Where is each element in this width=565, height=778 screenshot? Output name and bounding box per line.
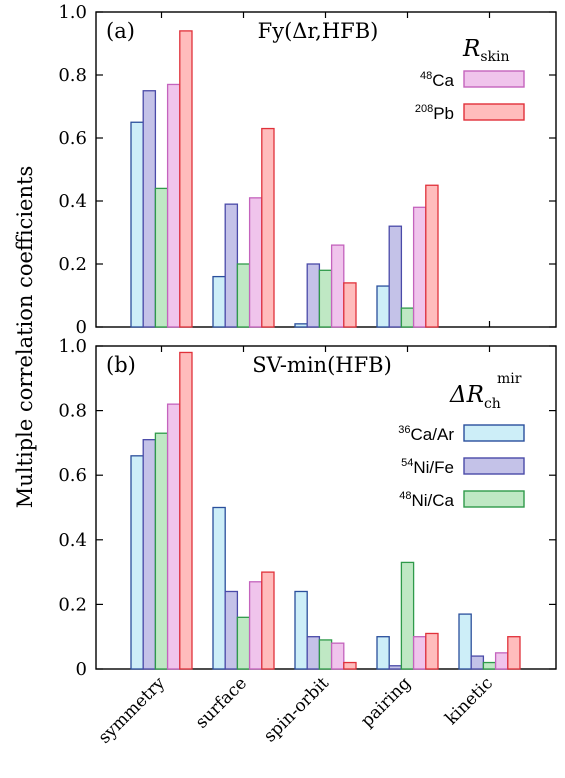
bar — [224, 590, 239, 670]
legend-label-mass: 54 — [401, 457, 413, 469]
legend-label-name: Ca/Ar — [411, 425, 455, 444]
bar — [248, 581, 263, 670]
bar — [212, 275, 226, 328]
legend-title-superscript: mir — [497, 371, 522, 387]
legend-label-name: Ni/Ca — [411, 491, 454, 510]
legend-label-name: Pb — [433, 104, 454, 123]
bar — [376, 636, 390, 670]
bar — [343, 661, 357, 670]
bar — [330, 244, 345, 328]
legend-label-mass: 36 — [398, 424, 410, 436]
y-tick-label: 0.6 — [58, 128, 87, 149]
bar — [179, 30, 193, 328]
y-tick-label: 0.6 — [58, 465, 87, 486]
panel-title: SV-min(HFB) — [252, 353, 392, 377]
bar — [142, 439, 157, 670]
bar — [482, 661, 497, 670]
legend-label-name: Ca — [432, 71, 454, 90]
legend-label: 48Ca — [420, 70, 455, 90]
legend-title: ΔRch — [449, 382, 501, 412]
bar — [130, 121, 144, 328]
panel-b: 00.20.40.60.81.0(b) SV-min(HFB)ΔRchmir36C… — [58, 336, 557, 680]
bar — [212, 506, 226, 670]
bar — [154, 187, 169, 328]
panel-letter: (a) — [106, 19, 135, 43]
legend-swatch — [463, 490, 525, 508]
panel-a: 0 0.2 0.4 0.6 0.8 1.0 (a) Fy(Δr,HFB) Rskin 48Ca 20… — [58, 2, 557, 338]
bar — [294, 590, 308, 670]
bar — [507, 636, 521, 670]
bar — [412, 636, 427, 670]
legend-label-mass: 208 — [415, 103, 433, 115]
bar — [294, 323, 308, 328]
bar — [130, 455, 144, 670]
bar — [400, 307, 415, 328]
legend-label: 208Pb — [415, 103, 454, 123]
legend-swatch — [463, 103, 525, 121]
y-tick-label: 0.4 — [58, 191, 87, 212]
y-tick-label: 1.0 — [58, 2, 87, 23]
bar — [236, 616, 251, 670]
bar — [306, 636, 321, 670]
legend-title-symbol: ΔR — [449, 382, 484, 408]
y-tick-label: 0.8 — [58, 401, 87, 422]
y-tick-label: 0 — [76, 317, 87, 338]
bar — [330, 642, 345, 670]
legend-title-symbol: R — [462, 36, 480, 62]
bar — [179, 351, 193, 670]
y-tick-label: 1.0 — [58, 336, 87, 357]
legend-label-name: Ni/Fe — [413, 458, 454, 477]
category-labels: symmetry surface spin-orbit pairing kinetic — [95, 673, 497, 748]
bar — [470, 655, 485, 670]
bar — [425, 184, 439, 328]
bar — [142, 90, 157, 328]
y-tick-label: 0.2 — [58, 254, 87, 275]
bar — [166, 83, 181, 328]
legend-label: 54Ni/Fe — [401, 457, 454, 477]
bar — [388, 665, 403, 670]
bar — [224, 203, 239, 328]
legend-title: Rskin — [462, 36, 510, 65]
panel-letter: (b) — [106, 353, 136, 377]
bar — [248, 197, 263, 328]
legend-swatch — [463, 70, 525, 88]
legend-title-subscript: ch — [484, 396, 501, 412]
bar — [236, 263, 251, 328]
legend-swatch — [463, 424, 525, 442]
category-label: spin-orbit — [260, 673, 333, 746]
bar — [458, 613, 472, 670]
legend-label: 48Ni/Ca — [399, 490, 454, 510]
legend-swatch — [463, 457, 525, 475]
y-axis-label: Multiple correlation coefficients — [13, 166, 37, 508]
bar — [388, 225, 403, 328]
bar — [261, 571, 275, 670]
panel-title: Fy(Δr,HFB) — [258, 19, 379, 43]
legend-title-subscript: skin — [480, 49, 509, 65]
legend-label: 36Ca/Ar — [398, 424, 454, 444]
bar — [318, 269, 333, 328]
category-label: pairing — [357, 673, 415, 731]
legend-label-mass: 48 — [420, 70, 432, 82]
bar — [425, 632, 439, 670]
bar — [412, 206, 427, 328]
bar — [318, 639, 333, 670]
y-tick-label: 0.8 — [58, 65, 87, 86]
bar — [166, 403, 181, 670]
bar — [154, 432, 169, 670]
bar — [376, 285, 390, 328]
y-tick-label: 0 — [76, 659, 87, 680]
category-label: symmetry — [95, 673, 170, 748]
category-label: surface — [192, 673, 251, 732]
bar — [400, 561, 415, 670]
category-label: kinetic — [441, 673, 497, 729]
bar — [343, 282, 357, 328]
bar — [494, 652, 509, 670]
y-tick-label: 0.4 — [58, 530, 87, 551]
bar — [261, 127, 275, 328]
legend-label-mass: 48 — [399, 490, 411, 502]
y-tick-label: 0.2 — [58, 594, 87, 615]
bar — [306, 263, 321, 328]
